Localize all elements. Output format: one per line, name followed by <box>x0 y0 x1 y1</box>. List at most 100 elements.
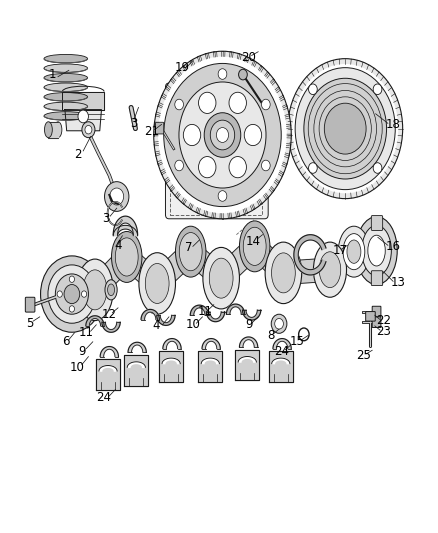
FancyBboxPatch shape <box>372 317 381 327</box>
Polygon shape <box>65 110 102 131</box>
Polygon shape <box>272 358 290 364</box>
Polygon shape <box>243 310 261 320</box>
Text: 11: 11 <box>79 326 94 340</box>
Polygon shape <box>273 338 291 349</box>
Text: 7: 7 <box>185 241 192 254</box>
Polygon shape <box>162 358 180 364</box>
Ellipse shape <box>112 231 142 282</box>
Polygon shape <box>185 242 227 288</box>
Text: 3: 3 <box>131 117 138 130</box>
Circle shape <box>261 99 270 110</box>
FancyBboxPatch shape <box>166 83 268 219</box>
FancyBboxPatch shape <box>371 271 383 286</box>
Polygon shape <box>190 305 208 316</box>
Circle shape <box>175 99 184 110</box>
Circle shape <box>324 103 366 154</box>
Ellipse shape <box>240 221 270 272</box>
Text: 2: 2 <box>74 148 81 160</box>
Ellipse shape <box>347 240 361 263</box>
Text: 25: 25 <box>356 349 371 362</box>
Text: 4: 4 <box>152 319 159 333</box>
Circle shape <box>55 274 88 314</box>
FancyBboxPatch shape <box>371 216 383 230</box>
Circle shape <box>304 78 387 179</box>
Ellipse shape <box>45 122 52 138</box>
Text: 13: 13 <box>391 276 406 289</box>
Ellipse shape <box>272 253 295 293</box>
Polygon shape <box>113 216 138 235</box>
Text: 24: 24 <box>275 345 290 358</box>
Bar <box>170 95 261 215</box>
Text: 4: 4 <box>114 239 122 252</box>
Circle shape <box>204 113 241 157</box>
Circle shape <box>373 163 382 173</box>
Text: 11: 11 <box>198 305 212 318</box>
Polygon shape <box>121 247 163 293</box>
Text: 18: 18 <box>385 118 400 131</box>
Text: 6: 6 <box>62 335 70 348</box>
Polygon shape <box>202 338 220 349</box>
Circle shape <box>179 82 266 188</box>
Polygon shape <box>198 351 222 382</box>
Circle shape <box>244 124 261 146</box>
Polygon shape <box>89 248 133 298</box>
Ellipse shape <box>139 253 176 314</box>
FancyBboxPatch shape <box>155 122 164 134</box>
Polygon shape <box>249 237 289 282</box>
Polygon shape <box>124 355 148 386</box>
Ellipse shape <box>44 112 88 120</box>
Ellipse shape <box>77 259 113 320</box>
Text: 5: 5 <box>26 317 33 330</box>
Polygon shape <box>238 357 256 362</box>
Text: 16: 16 <box>385 240 401 253</box>
Text: 19: 19 <box>174 61 190 74</box>
FancyBboxPatch shape <box>372 306 381 317</box>
Circle shape <box>158 56 287 214</box>
Polygon shape <box>235 350 259 381</box>
Ellipse shape <box>145 263 169 303</box>
Circle shape <box>69 306 74 312</box>
Ellipse shape <box>44 64 88 72</box>
Ellipse shape <box>179 232 202 271</box>
Circle shape <box>85 125 92 134</box>
Circle shape <box>64 285 80 304</box>
Polygon shape <box>48 122 58 138</box>
Text: 9: 9 <box>246 318 253 332</box>
Circle shape <box>271 314 287 333</box>
Circle shape <box>218 191 227 201</box>
Circle shape <box>261 160 270 171</box>
Text: 3: 3 <box>102 212 110 225</box>
Polygon shape <box>283 258 331 285</box>
FancyBboxPatch shape <box>25 297 35 312</box>
Text: 10: 10 <box>70 361 85 374</box>
Ellipse shape <box>338 226 370 277</box>
Circle shape <box>41 256 103 332</box>
Ellipse shape <box>319 252 341 288</box>
Polygon shape <box>157 316 175 325</box>
Ellipse shape <box>368 235 385 266</box>
Circle shape <box>48 265 96 323</box>
Polygon shape <box>215 237 261 287</box>
Ellipse shape <box>54 122 62 138</box>
Ellipse shape <box>44 102 88 111</box>
Polygon shape <box>226 304 245 314</box>
Ellipse shape <box>362 225 391 276</box>
Text: 10: 10 <box>185 318 200 332</box>
Polygon shape <box>96 359 120 390</box>
Ellipse shape <box>105 280 117 300</box>
Polygon shape <box>163 338 181 349</box>
Circle shape <box>275 318 283 329</box>
Ellipse shape <box>356 216 397 285</box>
Circle shape <box>229 157 247 177</box>
Polygon shape <box>127 362 145 367</box>
Circle shape <box>295 68 395 190</box>
Text: 17: 17 <box>332 244 347 257</box>
Polygon shape <box>240 337 258 347</box>
Polygon shape <box>113 225 138 236</box>
Polygon shape <box>206 312 225 322</box>
Circle shape <box>164 63 281 207</box>
Circle shape <box>198 157 216 177</box>
Circle shape <box>218 69 227 79</box>
Circle shape <box>288 59 403 199</box>
Polygon shape <box>159 351 183 382</box>
